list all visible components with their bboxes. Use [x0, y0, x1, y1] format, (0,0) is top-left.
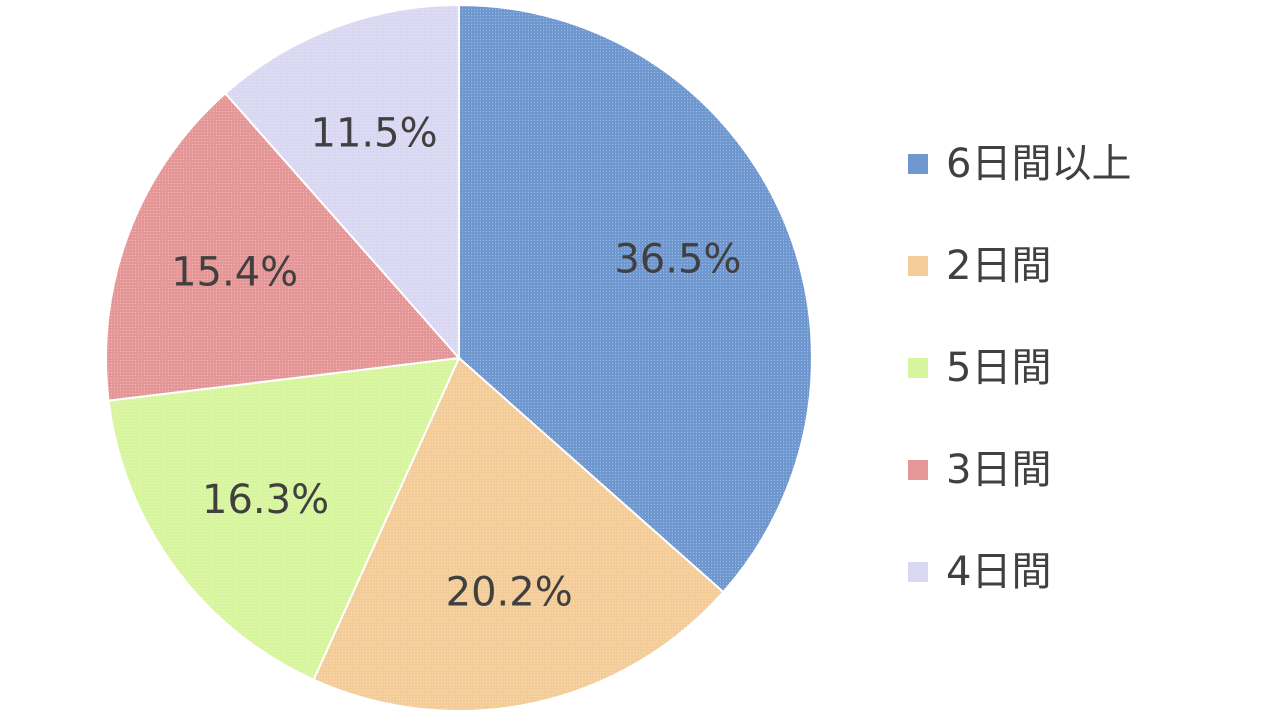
slice-texture [225, 5, 459, 358]
legend-swatch [908, 460, 928, 480]
legend-swatch [908, 562, 928, 582]
data-label: 11.5% [311, 110, 438, 156]
slice-texture [313, 358, 724, 711]
chart-legend: 6日間以上 2日間 5日間 3日間 4日間 [908, 138, 1248, 648]
legend-label: 6日間以上 [946, 141, 1132, 187]
legend-item-6days-plus: 6日間以上 [908, 138, 1248, 240]
data-label: 20.2% [446, 570, 573, 616]
data-label: 16.3% [202, 477, 329, 523]
slice-texture [108, 358, 459, 680]
legend-swatch [908, 358, 928, 378]
legend-item-5days: 5日間 [908, 342, 1248, 444]
legend-item-2days: 2日間 [908, 240, 1248, 342]
pie-slices [105, 3, 813, 712]
legend-label: 3日間 [946, 447, 1052, 493]
legend-item-4days: 4日間 [908, 546, 1248, 648]
legend-label: 5日間 [946, 345, 1052, 391]
slice-texture [105, 93, 459, 401]
slice-texture [459, 5, 813, 593]
data-label: 15.4% [171, 250, 298, 296]
legend-swatch [908, 256, 928, 276]
legend-label: 2日間 [946, 243, 1052, 289]
legend-swatch [908, 154, 928, 174]
legend-item-3days: 3日間 [908, 444, 1248, 546]
legend-label: 4日間 [946, 549, 1052, 595]
data-label: 36.5% [614, 236, 741, 282]
pie-data-labels: 36.5% 20.2% 16.3% 15.4% 11.5% [171, 110, 741, 615]
